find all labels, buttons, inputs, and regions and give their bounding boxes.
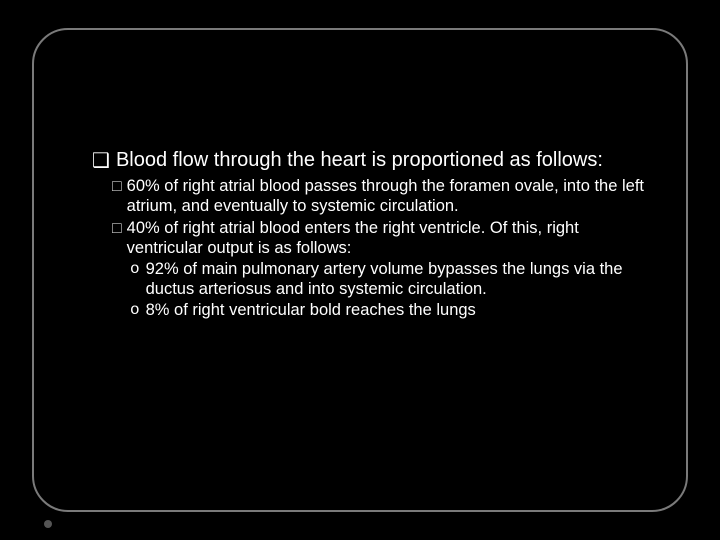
small-square-bullet-icon: □ (112, 218, 122, 258)
circle-bullet-icon: o (130, 300, 140, 321)
level2-text: 40% of right atrial blood enters the rig… (127, 218, 648, 258)
small-square-bullet-icon: □ (112, 176, 122, 216)
bullet-level3: o 92% of main pulmonary artery volume by… (130, 259, 648, 299)
bullet-level1: ❑ Blood flow through the heart is propor… (92, 148, 648, 174)
footer-dot-icon (44, 520, 52, 528)
circle-bullet-icon: o (130, 259, 140, 299)
level2-text: 60% of right atrial blood passes through… (127, 176, 648, 216)
bullet-level3: o 8% of right ventricular bold reaches t… (130, 300, 648, 321)
square-bullet-icon: ❑ (92, 148, 110, 174)
level3-text: 8% of right ventricular bold reaches the… (146, 300, 476, 321)
bullet-level2: □ 60% of right atrial blood passes throu… (112, 176, 648, 216)
level1-text: Blood flow through the heart is proporti… (116, 148, 603, 174)
level3-text: 92% of main pulmonary artery volume bypa… (146, 259, 648, 299)
slide-content: ❑ Blood flow through the heart is propor… (92, 148, 648, 321)
bullet-level2: □ 40% of right atrial blood enters the r… (112, 218, 648, 258)
